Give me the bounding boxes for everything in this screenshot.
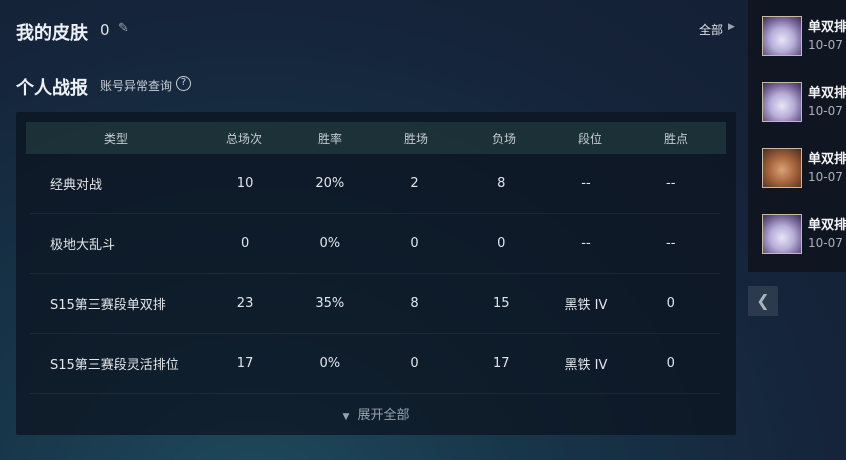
champion-avatar <box>762 16 802 56</box>
match-mode: 单双排 <box>808 86 846 101</box>
chevron-right-icon[interactable]: ▶ <box>728 22 735 32</box>
table-row: 经典对战 10 20% 2 8 -- -- <box>30 154 720 214</box>
match-item[interactable]: 单双排 10-07 <box>762 82 846 124</box>
table-cell: 黑铁 IV <box>564 358 608 373</box>
table-row: 极地大乱斗 0 0% 0 0 -- -- <box>30 214 720 274</box>
match-item[interactable]: 单双排 10-07 <box>762 214 846 256</box>
header-cell: 胜率 <box>317 131 342 146</box>
table-cell: 经典对战 <box>50 178 103 193</box>
table-cell: 0% <box>319 356 341 371</box>
table-cell: -- <box>666 176 676 191</box>
table-cell: 0 <box>666 296 675 311</box>
report-title: 个人战报 <box>16 78 88 99</box>
table-cell: 2 <box>410 176 419 191</box>
table-row: S15第三赛段灵活排位 17 0% 0 17 黑铁 IV 0 <box>30 334 720 394</box>
header-cell: 总场次 <box>225 131 262 146</box>
header-cell: 胜场 <box>403 131 428 146</box>
header-cell: 段位 <box>577 131 602 146</box>
caret-down-icon: ▼ <box>342 412 350 422</box>
stats-table: 类型 总场次 胜率 胜场 负场 段位 胜点 经典对战 10 20% 2 8 -- -- 极地大… <box>16 112 736 435</box>
skins-count: 0 <box>100 21 110 39</box>
help-icon[interactable]: ? <box>176 76 191 91</box>
table-cell: 8 <box>497 176 506 191</box>
match-item[interactable]: 单双排 10-07 <box>762 16 846 58</box>
match-date: 10-07 <box>808 38 843 52</box>
match-mode: 单双排 <box>808 20 846 35</box>
table-cell: S15第三赛段单双排 <box>50 298 166 313</box>
expand-label: 展开全部 <box>357 408 410 423</box>
match-mode: 单双排 <box>808 152 846 167</box>
table-cell: -- <box>581 236 591 251</box>
table-cell: 0 <box>240 236 250 251</box>
match-date: 10-07 <box>808 104 843 118</box>
table-cell: 17 <box>492 356 510 371</box>
table-cell: 0% <box>319 236 341 251</box>
match-date: 10-07 <box>808 236 843 250</box>
table-cell: S15第三赛段灵活排位 <box>50 358 179 373</box>
header-cell: 负场 <box>491 131 516 146</box>
edit-icon[interactable]: ✎ <box>118 21 129 36</box>
table-row: S15第三赛段单双排 23 35% 8 15 黑铁 IV 0 <box>30 274 720 334</box>
expand-all-button[interactable]: ▼ 展开全部 <box>16 404 736 423</box>
match-date: 10-07 <box>808 170 843 184</box>
match-mode: 单双排 <box>808 218 846 233</box>
header-cell: 胜点 <box>663 131 688 146</box>
chevron-left-icon: ❮ <box>756 291 770 310</box>
table-cell: 8 <box>410 296 419 311</box>
view-all-link[interactable]: 全部 <box>699 23 724 37</box>
collapse-panel-button[interactable]: ❮ <box>748 286 778 316</box>
table-cell: -- <box>666 236 676 251</box>
table-cell: 23 <box>236 296 254 311</box>
skins-title: 我的皮肤 <box>16 23 88 44</box>
account-query-link[interactable]: 账号异常查询 <box>100 79 173 93</box>
table-cell: 17 <box>236 356 254 371</box>
table-cell: 10 <box>236 176 254 191</box>
champion-avatar <box>762 82 802 122</box>
table-cell: 0 <box>410 236 419 251</box>
match-item[interactable]: 单双排 10-07 <box>762 148 846 190</box>
table-cell: 0 <box>497 236 506 251</box>
table-cell: -- <box>581 176 591 191</box>
table-cell: 极地大乱斗 <box>50 238 116 253</box>
table-cell: 黑铁 IV <box>564 298 608 313</box>
table-cell: 0 <box>666 356 675 371</box>
table-header: 类型 总场次 胜率 胜场 负场 段位 胜点 <box>26 122 726 154</box>
champion-avatar <box>762 214 802 254</box>
table-cell: 15 <box>492 296 510 311</box>
header-cell: 类型 <box>103 131 128 146</box>
table-cell: 20% <box>315 176 345 191</box>
champion-avatar <box>762 148 802 188</box>
table-cell: 0 <box>410 356 419 371</box>
table-cell: 35% <box>315 296 345 311</box>
recent-matches-panel: 单双排 10-07 单双排 10-07 单双排 10-07 单双排 10-07 <box>748 0 846 272</box>
